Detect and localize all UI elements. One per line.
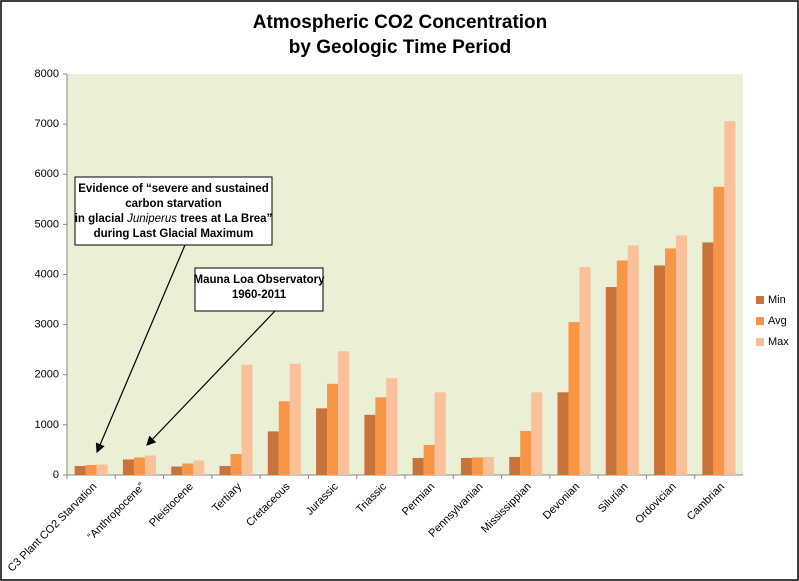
y-tick-label: 1000 [35,419,59,431]
bar [520,430,532,475]
bar [434,392,446,475]
bar [509,456,521,475]
y-tick-label: 8000 [35,68,59,80]
annotation-text: in glacial Juniperus trees at La Brea” [75,213,273,225]
bar [616,260,628,475]
annotation-text: Evidence of “severe and sustained [78,183,268,195]
bar [133,457,145,475]
legend-swatch [756,317,764,325]
bar [193,460,205,475]
bar [278,401,290,475]
legend-label: Min [768,294,786,306]
bar [219,465,231,475]
bar [654,265,666,475]
bar [676,235,688,475]
bar [364,414,376,475]
bar [531,392,543,475]
chart-title: Atmospheric CO2 Concentration [253,12,548,33]
y-tick-label: 4000 [35,268,59,280]
annotation-arrow [95,244,186,454]
bar [605,287,617,475]
annotation-box [74,176,273,246]
bar [144,455,156,475]
annotation-text: Mauna Loa Observatory [193,274,325,286]
y-tick-label: 6000 [35,168,59,180]
bar [482,456,494,475]
bar [375,397,387,475]
annotation-text-part: during Last Glacial Maximum [94,228,254,240]
annotation-text-part: in glacial [75,213,127,225]
y-tick-label: 3000 [35,319,59,331]
legend-label: Avg [768,315,787,327]
bar [713,186,725,475]
annotation-text: 1960-2011 [232,289,287,301]
bar [267,431,279,475]
annotation-text-part: trees at La Brea” [177,213,272,225]
plot-area [67,74,743,475]
bar [182,463,194,475]
annotation-text-part: carbon starvation [125,198,222,210]
bar [724,121,736,476]
legend-swatch [756,338,764,346]
annotation-text: carbon starvation [125,198,222,210]
bar [171,466,183,475]
annotation-text-part: Evidence of “severe and sustained [78,183,268,195]
legend-label: Max [768,336,789,348]
annotation-text-part: 1960-2011 [232,289,287,301]
annotation-text-part: Mauna Loa Observatory [193,274,325,286]
y-tick-label: 2000 [35,369,59,381]
chart-subtitle: by Geologic Time Period [289,37,511,58]
bar [423,444,435,475]
bar [74,465,86,475]
bar [327,383,339,475]
y-tick-label: 7000 [35,118,59,130]
bar [460,457,472,475]
annotation-text: during Last Glacial Maximum [94,228,254,240]
bar [338,351,350,475]
bar [85,464,97,475]
bar [412,457,424,475]
bar [557,392,569,475]
y-tick-label: 5000 [35,218,59,230]
bar [471,457,483,475]
bar [96,464,108,475]
bar [579,266,591,475]
annotation-box [194,267,324,312]
annotation-text-part: Juniperus [126,213,177,225]
bar [665,248,677,475]
bar [230,453,242,475]
bar [316,408,328,475]
bar [702,242,714,475]
bar [241,364,253,475]
bar [627,245,639,475]
bar [386,378,398,475]
bar [568,322,580,475]
legend-swatch [756,296,764,304]
y-tick-label: 0 [53,469,59,481]
bar [122,459,134,475]
bar [289,363,301,475]
annotation-arrow [146,310,276,446]
